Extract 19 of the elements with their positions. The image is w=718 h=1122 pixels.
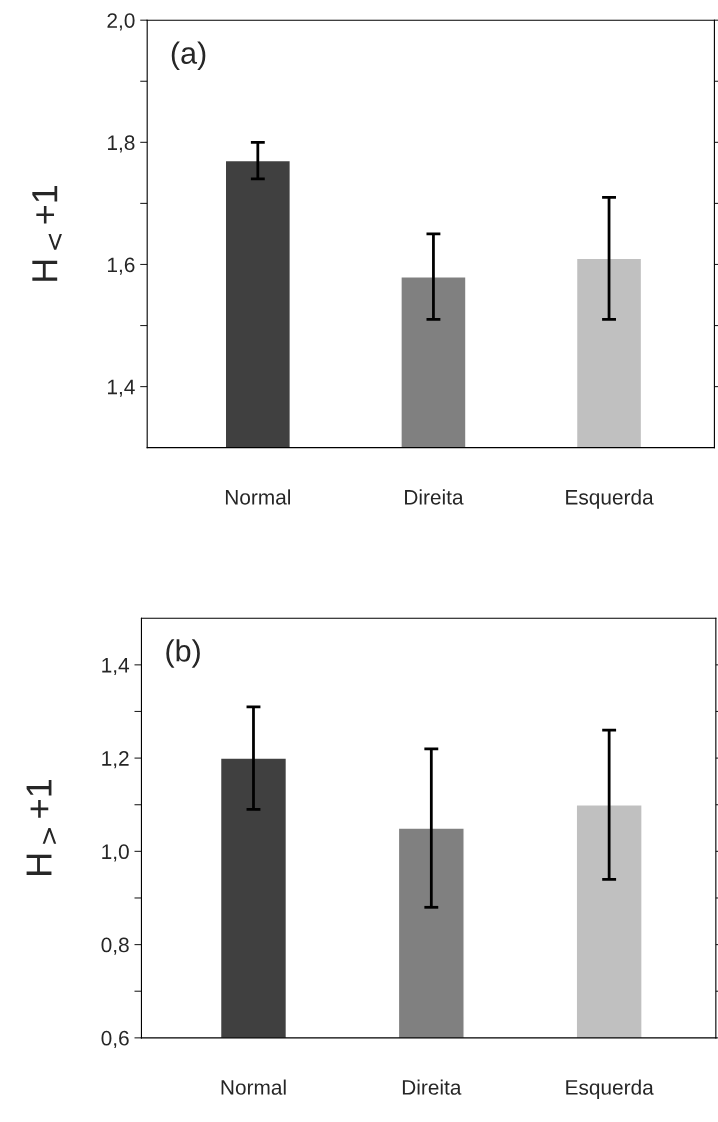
y-tick-label: 0,8 bbox=[101, 937, 129, 955]
annotation: (b) bbox=[166, 639, 200, 668]
x-tick-label: Normal bbox=[225, 489, 290, 505]
annotation: (a) bbox=[171, 41, 206, 71]
y-tick-label: 1,2 bbox=[102, 751, 129, 769]
x-tick-label: Direita bbox=[402, 1079, 462, 1095]
y-tick-label: 1,6 bbox=[108, 257, 135, 275]
x-tick-label: Direita bbox=[405, 489, 464, 505]
x-tick-label: Normal bbox=[221, 1079, 286, 1095]
x-tick-label: Esquerda bbox=[566, 1079, 654, 1099]
y-tick-label: 2,0 bbox=[107, 13, 135, 31]
y-tick-label: 1,8 bbox=[108, 135, 135, 153]
x-tick-label: Esquerda bbox=[566, 489, 654, 509]
y-axis-title: H$_{<}$+1 bbox=[32, 185, 62, 281]
y-tick-label: 1,4 bbox=[108, 379, 135, 397]
y-axis-title: H$_{>}$+1 bbox=[26, 780, 57, 875]
y-tick-label: 0,6 bbox=[101, 1030, 129, 1049]
y-tick-label: 1,4 bbox=[102, 658, 130, 676]
y-tick-label: 1,0 bbox=[102, 844, 129, 862]
